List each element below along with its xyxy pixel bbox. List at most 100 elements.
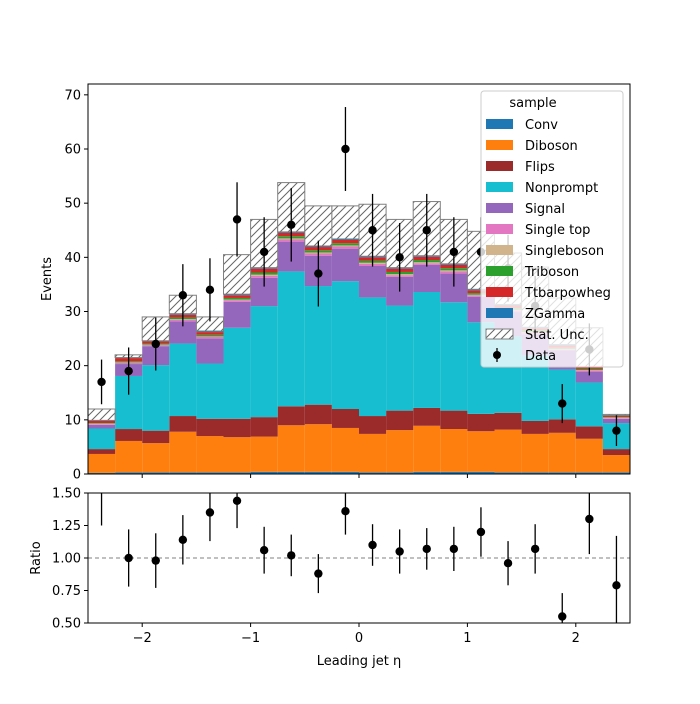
bar-conv-9	[331, 471, 359, 474]
bar-diboson-4	[196, 436, 224, 473]
bar-conv-12	[413, 471, 441, 474]
stat-unc-bin-19	[602, 413, 630, 416]
bar-zgamma-4	[196, 331, 224, 333]
bar-signal-10	[359, 266, 387, 298]
ratio-ytick-label: 1.25	[52, 519, 81, 534]
bar-flips-13	[440, 410, 468, 430]
bar-flips-19	[602, 449, 630, 456]
data-point-3	[178, 264, 188, 327]
stat-unc-bin-9	[331, 205, 360, 240]
data-point-1	[124, 347, 133, 395]
bar-nonprompt-9	[331, 281, 359, 409]
legend-item-flips: Flips	[486, 160, 555, 175]
ratio-point-11	[395, 529, 404, 574]
ratio-point-15	[503, 541, 513, 586]
bar-conv-17	[548, 472, 576, 474]
main-ytick-label: 10	[64, 413, 81, 428]
bar-flips-2	[142, 430, 170, 444]
main-ytick-label: 30	[64, 305, 81, 320]
legend-item-diboson: Diboson	[486, 139, 578, 154]
bar-flips-1	[115, 429, 143, 441]
ratio-x-ticks: −2 −1 0 1 2	[133, 623, 580, 646]
legend-item-singleboson: Singleboson	[486, 244, 604, 259]
data-point-6	[259, 217, 269, 287]
bar-triboson-0	[88, 423, 116, 424]
bar-flips-10	[359, 416, 387, 434]
bar-diboson-18	[575, 438, 603, 473]
bar-nonprompt-10	[359, 297, 387, 417]
bar-diboson-13	[440, 429, 468, 472]
bar-single-top-4	[196, 336, 224, 339]
svg-text:Single top: Single top	[525, 223, 590, 238]
legend-item-signal: Signal	[486, 202, 565, 217]
svg-text:Stat. Unc.: Stat. Unc.	[525, 328, 589, 343]
bar-flips-17	[548, 419, 576, 433]
bar-single-top-9	[331, 246, 359, 249]
bar-diboson-11	[386, 430, 414, 473]
ratio-point-19	[612, 535, 621, 623]
ratio-points	[100, 493, 621, 623]
data-point-11	[395, 223, 404, 292]
ratio-point-14	[476, 507, 486, 557]
bar-flips-5	[223, 418, 251, 438]
ratio-point-16	[530, 524, 540, 574]
ratio-point-5	[232, 493, 242, 529]
main-y-ticks: 0 10 20 30 40 50 60 70	[64, 88, 88, 483]
bar-diboson-16	[521, 433, 549, 473]
ratio-point-13	[449, 526, 459, 571]
bar-conv-1	[115, 472, 143, 474]
data-point-19	[612, 415, 621, 446]
bar-nonprompt-12	[413, 292, 441, 408]
bar-singleboson-9	[331, 245, 359, 247]
main-ytick-label: 0	[73, 468, 81, 483]
svg-text:Nonprompt: Nonprompt	[525, 181, 598, 196]
svg-text:Diboson: Diboson	[525, 139, 578, 154]
ratio-ytick-label: 1.00	[52, 552, 81, 567]
bar-single-top-0	[88, 424, 116, 425]
ratio-xtick-label: 2	[572, 631, 580, 646]
svg-text:Conv: Conv	[525, 118, 558, 133]
bar-conv-0	[88, 472, 116, 474]
ratio-point-6	[259, 526, 269, 574]
legend-item-zgamma: ZGamma	[486, 307, 585, 322]
bar-triboson-4	[196, 334, 224, 337]
bar-nonprompt-11	[386, 305, 414, 411]
bar-signal-12	[413, 264, 441, 292]
data-point-9	[341, 107, 350, 191]
bar-flips-12	[413, 407, 441, 426]
ratio-point-1	[124, 529, 133, 587]
bar-flips-11	[386, 410, 414, 431]
bar-conv-15	[494, 472, 522, 474]
bar-signal-5	[223, 301, 251, 328]
data-point-13	[449, 217, 459, 287]
bar-diboson-2	[142, 443, 170, 473]
main-ytick-label: 20	[64, 359, 81, 374]
bar-diboson-5	[223, 437, 251, 473]
main-x-ticks	[141, 474, 577, 478]
svg-text:ZGamma: ZGamma	[525, 307, 585, 322]
bar-nonprompt-13	[440, 302, 468, 411]
bar-conv-13	[440, 471, 468, 474]
bar-diboson-10	[359, 433, 387, 473]
ratio-point-0	[100, 493, 103, 526]
ratio-point-10	[368, 524, 377, 566]
bar-conv-14	[467, 471, 495, 474]
bar-nonprompt-6	[250, 306, 278, 418]
bar-flips-8	[304, 404, 332, 425]
bar-conv-8	[304, 471, 332, 474]
bar-conv-5	[223, 472, 251, 474]
bar-ttbarpowheg-0	[88, 420, 116, 424]
bar-conv-18	[575, 472, 603, 474]
main-y-axis-label: Events	[40, 257, 55, 301]
bar-signal-9	[331, 248, 359, 282]
bar-conv-19	[602, 472, 630, 474]
bar-flips-3	[169, 416, 197, 432]
ratio-point-12	[422, 528, 431, 570]
bar-signal-18	[575, 371, 603, 383]
bar-diboson-3	[169, 431, 197, 473]
bar-diboson-14	[467, 431, 495, 472]
bar-flips-14	[467, 413, 495, 432]
main-ytick-label: 70	[64, 88, 81, 103]
ratio-y-ticks: 0.50 0.75 1.00 1.25 1.50	[52, 487, 88, 632]
bar-nonprompt-0	[88, 428, 116, 450]
